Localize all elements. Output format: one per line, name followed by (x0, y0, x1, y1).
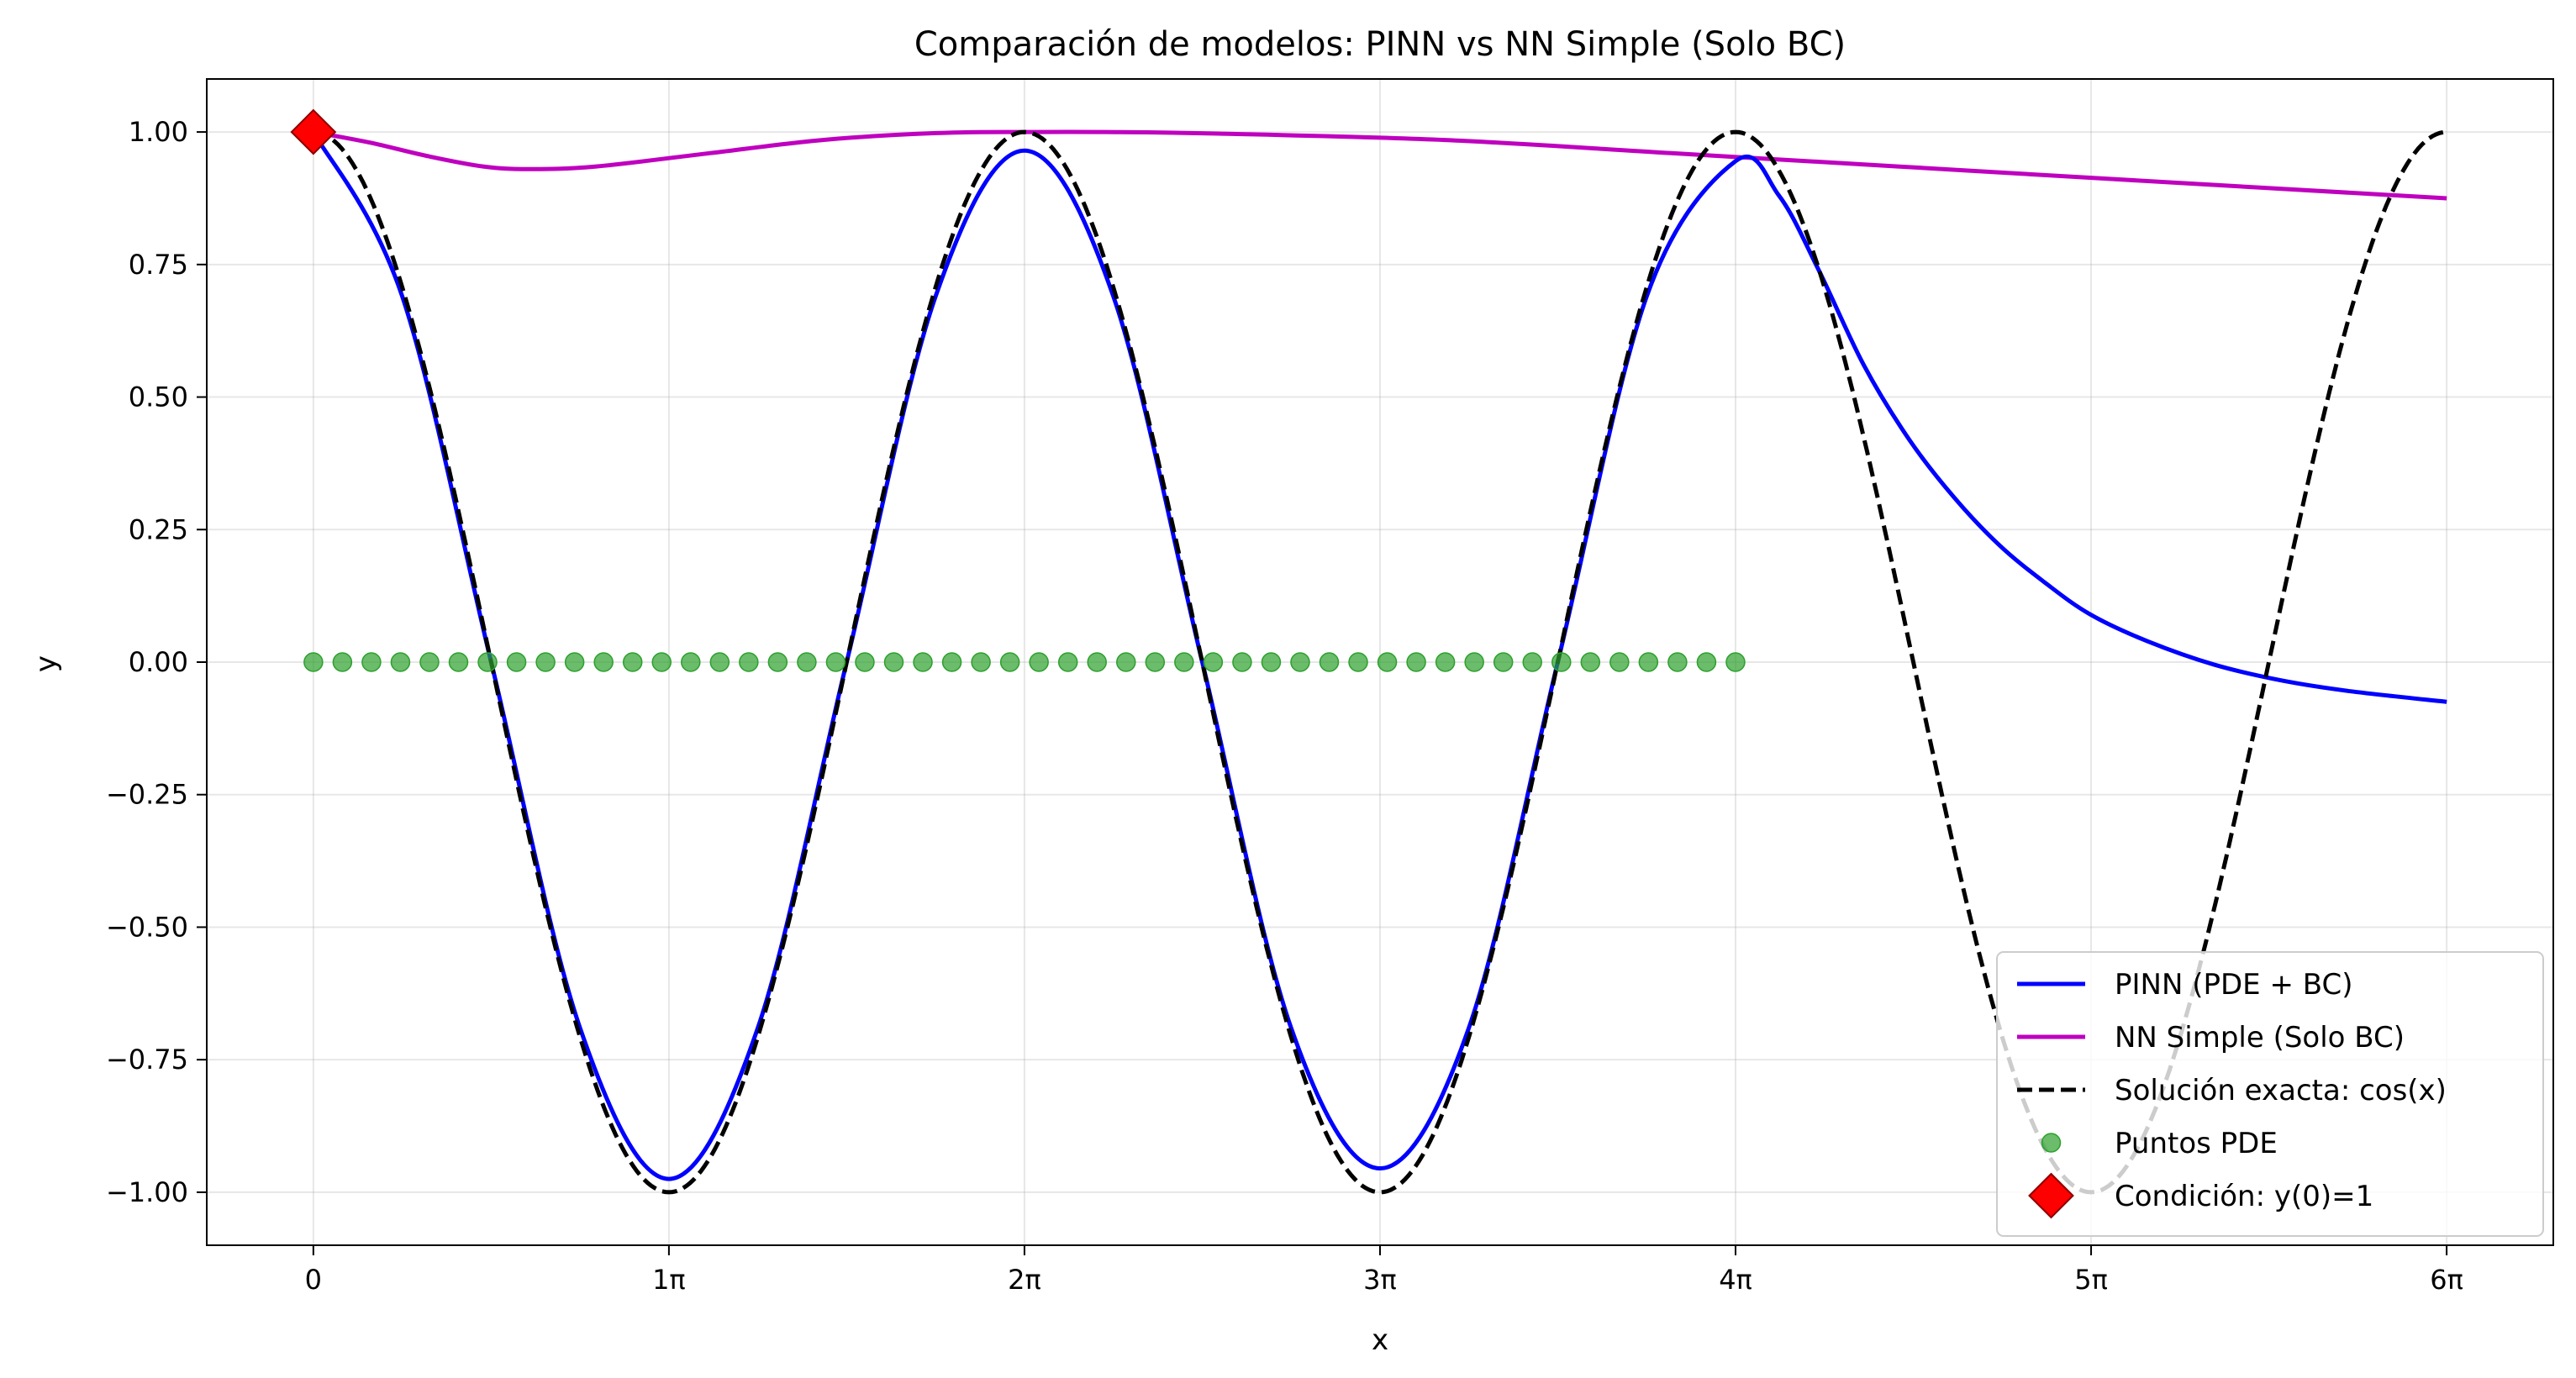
pde-point (1551, 652, 1572, 672)
y-tick-label: 0.25 (129, 513, 188, 545)
x-tick-label: 3π (1363, 1264, 1397, 1296)
pde-point (1464, 652, 1484, 672)
x-tick-label: 4π (1719, 1264, 1752, 1296)
pde-point (999, 652, 1020, 672)
pde-point (448, 652, 469, 672)
legend-label: PINN (PDE + BC) (2115, 968, 2352, 1002)
pde-point (1522, 652, 1542, 672)
y-tick-label: −1.00 (106, 1176, 188, 1208)
series-line-nn-simple-solo-bc (313, 129, 2447, 201)
legend-label: Solución exacta: cos(x) (2115, 1074, 2447, 1107)
pde-point (651, 652, 672, 672)
pde-point (1116, 652, 1136, 672)
x-tick-label: 0 (305, 1264, 322, 1296)
pde-point (622, 652, 643, 672)
pde-point (1725, 652, 1746, 672)
pde-point (593, 652, 614, 672)
pde-point (1029, 652, 1049, 672)
pde-point (767, 652, 788, 672)
legend-label: Condición: y(0)=1 (2115, 1180, 2373, 1213)
pde-point (1057, 652, 1078, 672)
y-axis-ticks: 1.00 0.75 0.50 0.25 0.00 −0.25 −0.50 −0.75 −1.00 (106, 116, 207, 1208)
pde-point (564, 652, 585, 672)
legend-swatch-diamond (2028, 1172, 2074, 1219)
pde-point (1696, 652, 1717, 672)
pde-point (1290, 652, 1310, 672)
pde-point (1435, 652, 1456, 672)
chart-title: Comparación de modelos: PINN vs NN Simpl… (914, 25, 1846, 64)
pde-point (913, 652, 933, 672)
pde-point (1261, 652, 1282, 672)
pde-point (1638, 652, 1659, 672)
pde-point (390, 652, 411, 672)
pde-point (535, 652, 556, 672)
boundary-condition-marker (290, 108, 337, 155)
y-tick-label: 0.00 (129, 646, 188, 678)
legend: PINN (PDE + BC) NN Simple (Solo BC) Soluci… (1996, 951, 2544, 1237)
pde-point (1493, 652, 1514, 672)
legend-label: Puntos PDE (2115, 1127, 2278, 1160)
pde-point (681, 652, 701, 672)
pde-point (1580, 652, 1601, 672)
pde-point (361, 652, 382, 672)
y-tick-label: −0.25 (106, 779, 188, 811)
x-tick-label: 2π (1008, 1264, 1041, 1296)
y-tick-label: 0.50 (129, 381, 188, 413)
pde-point (419, 652, 440, 672)
x-tick-label: 1π (652, 1264, 686, 1296)
pde-point (739, 652, 759, 672)
pde-point (1232, 652, 1252, 672)
x-tick-label: 6π (2430, 1264, 2463, 1296)
y-tick-label: −0.50 (106, 911, 188, 943)
pde-point (797, 652, 817, 672)
pde-point (477, 652, 498, 672)
pde-point (855, 652, 875, 672)
pde-point (1667, 652, 1688, 672)
pde-point (1406, 652, 1426, 672)
y-axis-label: y (29, 655, 63, 672)
y-tick-label: −0.75 (106, 1044, 188, 1076)
x-axis-label: x (1372, 1323, 1388, 1357)
pde-point (1609, 652, 1630, 672)
pde-point (971, 652, 991, 672)
legend-swatch-dot (2041, 1133, 2062, 1153)
pde-point (332, 652, 353, 672)
legend-label: NN Simple (Solo BC) (2115, 1021, 2405, 1055)
pde-point (1348, 652, 1368, 672)
pde-point (709, 652, 730, 672)
pde-point (1087, 652, 1107, 672)
y-tick-label: 0.75 (129, 249, 188, 281)
pde-point (883, 652, 904, 672)
series-line-pinn-pde-bc (311, 130, 2447, 1181)
pde-point (1377, 652, 1398, 672)
pde-point (825, 652, 846, 672)
x-tick-label: 5π (2074, 1264, 2108, 1296)
pde-point (1174, 652, 1194, 672)
pde-point (1319, 652, 1340, 672)
legend-box (1996, 951, 2544, 1237)
y-tick-label: 1.00 (129, 116, 188, 148)
pde-point (303, 652, 324, 672)
plot-area (290, 108, 2447, 1195)
pde-point (941, 652, 962, 672)
pde-point (1145, 652, 1166, 672)
pde-point (1203, 652, 1224, 672)
pde-point (506, 652, 527, 672)
x-axis-ticks: 0 1π 2π 3π 4π 5π 6π (305, 1245, 2463, 1296)
